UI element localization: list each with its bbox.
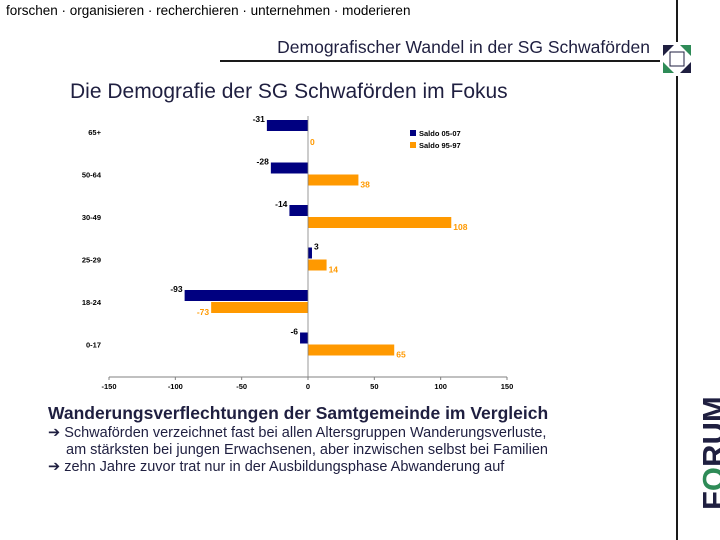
category-label: 18-24 — [82, 298, 102, 307]
bar-saldo-95-97 — [308, 259, 327, 271]
category-label: 25-29 — [82, 256, 101, 265]
migration-bar-chart: 65+ -31 0 50-64 -28 38 30-49 -14 108 25-29 3 14 18-2… — [82, 114, 514, 391]
bullet-line-1: ➔ Schwaförden verzeichnet fast bei allen… — [48, 425, 547, 441]
section-heading: Wanderungsverflechtungen der Samtgemeind… — [48, 403, 549, 423]
legend-swatch — [410, 142, 416, 148]
forum-logo-text: FORUM — [696, 396, 720, 510]
bar-saldo-95-97 — [308, 174, 359, 186]
arrow-right-icon: ➔ — [48, 425, 61, 441]
vertical-divider — [676, 0, 678, 540]
bar-saldo-95-97 — [308, 217, 452, 228]
x-tick-label: 0 — [306, 382, 310, 391]
header-divider — [220, 60, 678, 62]
data-label: -28 — [257, 157, 270, 167]
bar-saldo-05-07 — [308, 247, 312, 259]
data-label: 38 — [360, 180, 370, 190]
bar-saldo-05-07 — [184, 290, 308, 301]
x-tick-label: 150 — [501, 382, 514, 391]
category-label: 0-17 — [86, 341, 101, 350]
data-label: 14 — [329, 265, 339, 275]
forum-logo-icon — [660, 42, 694, 76]
data-label: 3 — [314, 242, 319, 252]
arrow-right-icon: ➔ — [48, 459, 61, 475]
x-tick-label: -150 — [101, 382, 116, 391]
legend-label: Saldo 05-07 — [419, 129, 461, 138]
data-label: -93 — [170, 284, 183, 294]
bullet-line-2: am stärksten bei jungen Erwachsenen, abe… — [66, 442, 548, 458]
x-tick-label: 100 — [434, 382, 447, 391]
data-label: -73 — [197, 307, 210, 317]
category-label: 50-64 — [82, 171, 102, 180]
x-tick-label: -100 — [168, 382, 183, 391]
x-tick-label: 50 — [370, 382, 378, 391]
tagline: forschen · organisieren · recherchieren … — [6, 3, 411, 18]
bar-saldo-05-07 — [300, 332, 308, 344]
data-label: 0 — [310, 137, 315, 147]
data-label: -6 — [290, 327, 298, 337]
main-title: Die Demografie der SG Schwaförden im Fok… — [70, 80, 508, 103]
data-label: -31 — [253, 114, 266, 124]
bullet-line-3: ➔ zehn Jahre zuvor trat nur in der Ausbi… — [48, 459, 505, 475]
category-label: 30-49 — [82, 213, 101, 222]
data-label: 65 — [396, 350, 406, 360]
legend-label: Saldo 95-97 — [419, 141, 461, 150]
data-label: -14 — [275, 199, 288, 209]
bar-saldo-05-07 — [270, 162, 308, 174]
bar-saldo-05-07 — [266, 120, 308, 131]
bar-saldo-95-97 — [308, 344, 395, 356]
data-label: 108 — [453, 222, 467, 232]
bar-saldo-95-97 — [211, 302, 308, 313]
category-label: 65+ — [88, 128, 101, 137]
legend-swatch — [410, 130, 416, 136]
slide-subtitle: Demografischer Wandel in der SG Schwaför… — [277, 37, 650, 57]
bar-saldo-05-07 — [289, 205, 308, 216]
x-tick-label: -50 — [236, 382, 247, 391]
